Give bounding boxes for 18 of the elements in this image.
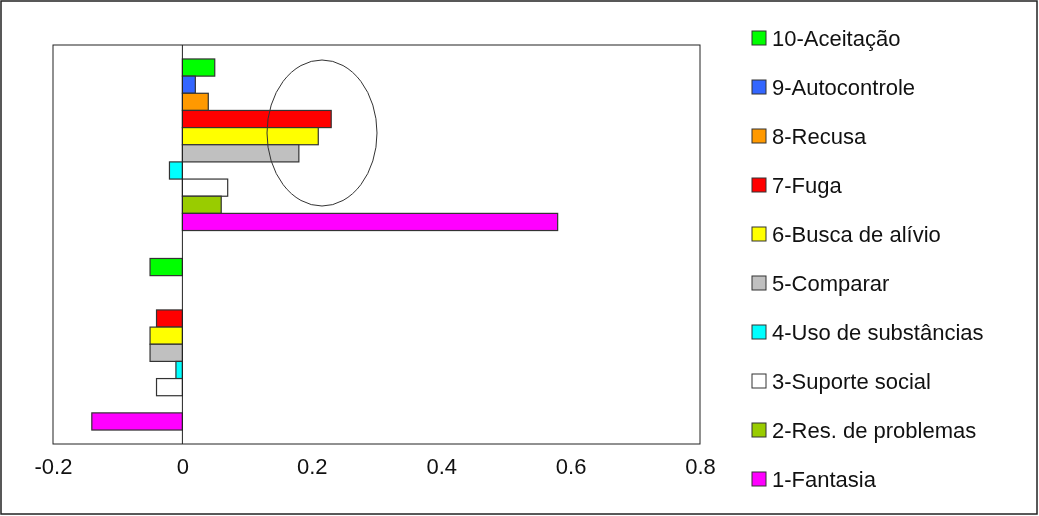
- x-tick-label: 0.8: [685, 453, 716, 479]
- legend-label: 10-Aceitação: [772, 26, 901, 51]
- x-tick-label: 0.2: [297, 453, 328, 479]
- legend-label: 6-Busca de alívio: [772, 222, 941, 247]
- x-tick-label: -0.2: [34, 453, 73, 479]
- legend-label: 9-Autocontrole: [772, 75, 916, 100]
- bar: [91, 412, 183, 431]
- legend-label: 4-Uso de substâncias: [772, 320, 984, 345]
- legend-label: 3-Suporte social: [772, 369, 931, 394]
- legend-label: 8-Recusa: [772, 124, 867, 149]
- x-tick-label: 0.6: [555, 453, 587, 479]
- legend-label: 2-Res. de problemas: [772, 418, 977, 443]
- legend-label: 7-Fuga: [772, 173, 843, 198]
- x-tick-label: 0.4: [426, 453, 457, 479]
- legend-label: 1-Fantasia: [772, 467, 877, 492]
- legend-label: 5-Comparar: [772, 271, 890, 296]
- bar: [149, 257, 183, 277]
- x-tick-label: 0: [176, 453, 190, 479]
